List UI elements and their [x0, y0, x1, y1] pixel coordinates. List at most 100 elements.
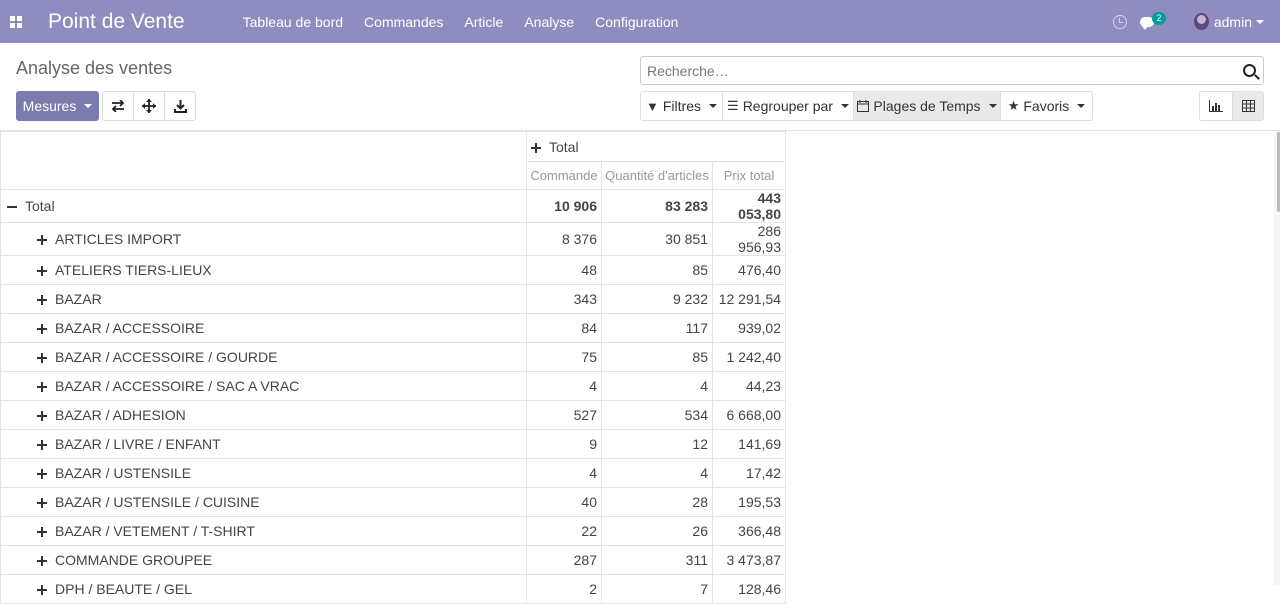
row-header[interactable]: ATELIERS TIERS-LIEUX [0, 255, 527, 285]
cell-total-price: 286 956,93 [712, 222, 786, 256]
apps-menu-icon[interactable] [10, 15, 22, 28]
measure-header-orders[interactable]: Commande [526, 161, 602, 190]
measure-header-quantity[interactable]: Quantité d'articles [601, 161, 713, 190]
table-row: BAZAR / ACCESSOIRE 84 117 939,02 [0, 313, 786, 343]
row-header[interactable]: COMMANDE GROUPEE [0, 545, 527, 575]
expand-plus-icon [37, 411, 47, 422]
search-icon[interactable] [1243, 64, 1256, 77]
cell-quantity: 9 232 [601, 284, 713, 314]
expand-arrows-icon [142, 99, 156, 113]
row-header[interactable]: BAZAR / ADHESION [0, 400, 527, 430]
cell-quantity: 311 [601, 545, 713, 575]
expand-plus-icon [37, 585, 47, 596]
cell-quantity: 4 [601, 371, 713, 401]
row-header[interactable]: BAZAR / USTENSILE / CUISINE [0, 487, 527, 517]
filters-dropdown-button[interactable]: ▼ Filtres [640, 91, 723, 121]
expand-plus-icon [37, 324, 47, 335]
cell-quantity: 28 [601, 487, 713, 517]
graph-view-button[interactable] [1199, 91, 1233, 121]
search-box [640, 56, 1264, 85]
row-header[interactable]: BAZAR / ACCESSOIRE / GOURDE [0, 342, 527, 372]
row-header[interactable]: ARTICLES IMPORT [0, 222, 527, 256]
chevron-down-icon [709, 104, 717, 108]
measure-header-total-price[interactable]: Prix total [712, 161, 786, 190]
search-input[interactable] [641, 57, 1231, 84]
pivot-view-button[interactable] [1232, 91, 1264, 121]
column-group-header[interactable]: Total [526, 131, 786, 162]
activity-clock-icon[interactable] [1112, 14, 1127, 29]
pivot-table: Total Commande Quantité d'articles Prix … [0, 131, 786, 604]
expand-all-button[interactable] [133, 91, 165, 121]
row-header[interactable]: BAZAR / LIVRE / ENFANT [0, 429, 527, 459]
cell-quantity: 7 [601, 574, 713, 604]
cell-quantity: 12 [601, 429, 713, 459]
cell-total-price: 195,53 [712, 487, 786, 517]
total-quantity-cell: 83 283 [601, 189, 713, 223]
top-navbar: Point de Vente Tableau de bord Commandes… [0, 0, 1280, 43]
row-header[interactable]: BAZAR / USTENSILE [0, 458, 527, 488]
cell-total-price: 366,48 [712, 516, 786, 546]
measures-dropdown-button[interactable]: Mesures [16, 91, 99, 121]
table-row: BAZAR / LIVRE / ENFANT 9 12 141,69 [0, 429, 786, 459]
groupby-dropdown-button[interactable]: ☰ Regrouper par [722, 91, 854, 121]
user-avatar[interactable] [1193, 13, 1209, 30]
measures-label: Mesures [22, 98, 77, 114]
scrollbar-track[interactable] [1274, 131, 1280, 585]
cell-orders: 4 [526, 458, 602, 488]
row-label: ARTICLES IMPORT [55, 231, 182, 247]
favorites-dropdown-button[interactable]: ★ Favoris [1000, 91, 1093, 121]
table-row: ARTICLES IMPORT 8 376 30 851 286 956,93 [0, 222, 786, 256]
user-menu-label[interactable]: admin [1213, 13, 1252, 30]
cell-total-price: 3 473,87 [712, 545, 786, 575]
row-label: BAZAR / LIVRE / ENFANT [55, 436, 221, 452]
time-ranges-label: Plages de Temps [873, 98, 981, 114]
row-label: ATELIERS TIERS-LIEUX [55, 262, 212, 278]
cell-orders: 527 [526, 400, 602, 430]
download-button[interactable] [164, 91, 196, 121]
menu-configuration[interactable]: Configuration [595, 13, 679, 30]
chat-icon [1139, 16, 1154, 30]
row-label: BAZAR / USTENSILE / CUISINE [55, 494, 260, 510]
row-label: BAZAR / VETEMENT / T-SHIRT [55, 523, 255, 539]
flip-axis-button[interactable] [102, 91, 134, 121]
scrollbar-thumb[interactable] [1277, 132, 1280, 212]
row-header[interactable]: BAZAR [0, 284, 527, 314]
groupby-label: Regrouper par [742, 98, 833, 114]
table-row: BAZAR 343 9 232 12 291,54 [0, 284, 786, 314]
cell-quantity: 26 [601, 516, 713, 546]
total-orders-cell: 10 906 [526, 189, 602, 223]
expand-plus-icon [37, 266, 47, 277]
cell-orders: 48 [526, 255, 602, 285]
chevron-down-icon [988, 104, 997, 108]
expand-plus-icon [37, 295, 47, 306]
row-header[interactable]: BAZAR / ACCESSOIRE / SAC A VRAC [0, 371, 527, 401]
menu-dashboard[interactable]: Tableau de bord [242, 13, 344, 30]
total-row-header[interactable]: Total [0, 189, 527, 223]
table-row: BAZAR / VETEMENT / T-SHIRT 22 26 366,48 [0, 516, 786, 546]
cell-quantity: 117 [601, 313, 713, 343]
table-row: ATELIERS TIERS-LIEUX 48 85 476,40 [0, 255, 786, 285]
expand-plus-icon [531, 142, 541, 153]
cell-total-price: 44,23 [712, 371, 786, 401]
filter-icon: ▼ [646, 98, 659, 114]
row-header[interactable]: BAZAR / VETEMENT / T-SHIRT [0, 516, 527, 546]
table-row: COMMANDE GROUPEE 287 311 3 473,87 [0, 545, 786, 575]
calendar-icon [857, 100, 870, 112]
row-header[interactable]: DPH / BEAUTE / GEL [0, 574, 527, 604]
cell-orders: 4 [526, 371, 602, 401]
menu-reporting[interactable]: Analyse [524, 13, 575, 30]
cell-total-price: 476,40 [712, 255, 786, 285]
row-label: BAZAR / ACCESSOIRE [55, 320, 205, 336]
cell-quantity: 534 [601, 400, 713, 430]
collapse-minus-icon [7, 202, 17, 212]
cell-orders: 343 [526, 284, 602, 314]
cell-total-price: 1 242,40 [712, 342, 786, 372]
menu-orders[interactable]: Commandes [364, 13, 444, 30]
messaging-button[interactable]: 2 [1139, 11, 1166, 30]
menu-products[interactable]: Article [464, 13, 504, 30]
time-ranges-dropdown-button[interactable]: Plages de Temps [853, 91, 1001, 121]
row-header[interactable]: BAZAR / ACCESSOIRE [0, 313, 527, 343]
chevron-down-icon [840, 104, 849, 108]
star-icon: ★ [1007, 98, 1020, 113]
chevron-down-icon [1256, 19, 1264, 24]
